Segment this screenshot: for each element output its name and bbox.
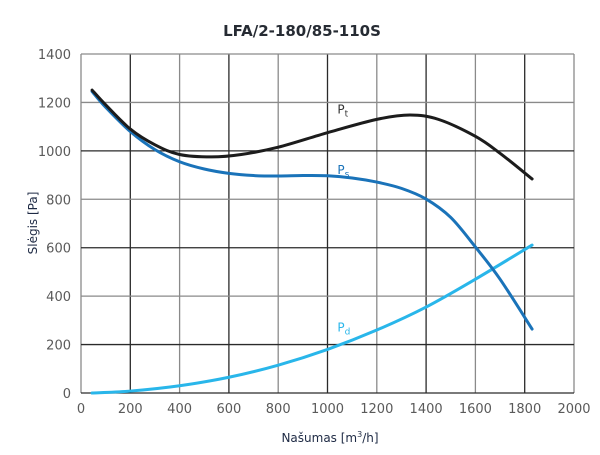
x-tick-label: 1200: [360, 402, 393, 417]
y-tick-label: 200: [46, 339, 71, 354]
x-tick-label: 600: [216, 402, 241, 417]
curve-label-pt: Pt: [337, 102, 348, 119]
x-tick-label: 1400: [410, 402, 443, 417]
curve-pt: [90, 88, 534, 181]
y-tick-label: 0: [63, 387, 71, 402]
curve-ps: [90, 90, 534, 331]
grid: [80, 53, 575, 394]
curve-label-sub: t: [345, 109, 349, 119]
curve-label-main: P: [337, 102, 344, 116]
curve-label-sub: d: [345, 327, 351, 337]
axis-ticks: 0 200 400 600 800 1000 1200 1400 1600 1800 2000 0 20…: [38, 48, 591, 417]
y-tick-label: 1000: [38, 145, 71, 160]
curves: [90, 88, 534, 395]
x-tick-label: 2000: [557, 402, 590, 417]
y-tick-label: 400: [46, 290, 71, 305]
x-tick-label: 800: [266, 402, 291, 417]
curve-label-sub: s: [345, 170, 350, 180]
y-axis-title: Slėgis [Pa]: [26, 192, 40, 255]
x-axis-title: Našumas [m3/h]: [281, 430, 378, 445]
x-tick-label: 1000: [311, 402, 344, 417]
x-axis-title-tail: /h]: [362, 431, 378, 445]
y-tick-label: 600: [46, 242, 71, 257]
y-tick-label: 1400: [38, 48, 71, 63]
chart-title: LFA/2-180/85-110S: [223, 22, 381, 40]
x-axis-title-main: Našumas [m: [281, 431, 357, 445]
x-tick-label: 1800: [508, 402, 541, 417]
x-tick-label: 0: [77, 402, 85, 417]
x-tick-label: 200: [118, 402, 143, 417]
y-tick-label: 800: [46, 193, 71, 208]
x-axis-title-sup: 3: [357, 430, 362, 439]
curve-label-main: P: [337, 320, 344, 334]
y-tick-label: 1200: [38, 96, 71, 111]
x-tick-label: 1600: [459, 402, 492, 417]
curve-label-ps: Ps: [337, 163, 349, 180]
curve-label-main: P: [337, 163, 344, 177]
x-tick-label: 400: [167, 402, 192, 417]
curve-label-pd: Pd: [337, 320, 350, 337]
curve-pd: [90, 243, 534, 395]
